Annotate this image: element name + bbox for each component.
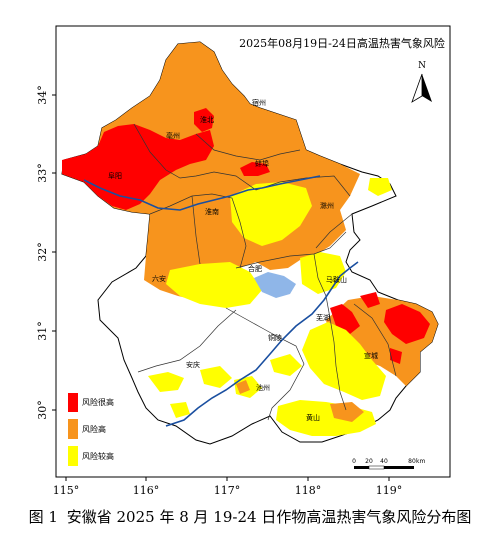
risk-zone-high-huangshan <box>236 380 364 422</box>
risk-zone-very-high-east <box>330 292 430 364</box>
legend-swatch-high <box>68 419 78 439</box>
latitude-axis <box>52 94 56 411</box>
lon-label-115: 115° <box>53 484 80 497</box>
city-label-fuyang: 阜阳 <box>108 171 122 180</box>
svg-text:20: 20 <box>365 458 373 465</box>
lat-label-30: 30° <box>36 400 49 420</box>
city-label-bozhou: 亳州 <box>166 131 180 140</box>
city-label-wuhu: 芜湖 <box>316 313 330 322</box>
svg-text:40: 40 <box>380 458 388 465</box>
risk-zone-elevated-hefei <box>166 262 262 308</box>
figure-number: 图 1 <box>28 508 58 526</box>
legend: 风险很高 风险高 风险较高 <box>68 393 114 466</box>
svg-text:km: km <box>416 458 425 465</box>
chaohu-lake <box>254 272 296 298</box>
huai-river <box>83 175 321 211</box>
lat-label-34: 34° <box>36 85 49 105</box>
lon-label-116: 116° <box>133 484 160 497</box>
city-label-huaibei: 淮北 <box>200 115 214 124</box>
city-label-chuzhou: 滁州 <box>320 201 334 210</box>
scale-bar: 0 20 40 80 km <box>352 458 425 470</box>
lat-label-33: 33° <box>36 163 49 183</box>
risk-zone-very-high-huaibei <box>194 108 214 132</box>
map-title: 2025年08月19日-24日高温热害气象风险 <box>239 36 445 50</box>
legend-swatch-very-high <box>68 393 78 412</box>
city-label-anqing: 安庆 <box>186 360 200 369</box>
legend-swatch-elevated <box>68 446 78 466</box>
city-label-tongling: 铜陵 <box>268 333 282 342</box>
city-label-chizhou: 池州 <box>256 383 270 392</box>
city-label-luan: 六安 <box>152 274 166 283</box>
city-label-huangshan: 黄山 <box>306 413 320 422</box>
svg-text:0: 0 <box>352 458 356 465</box>
city-label-suzhou: 宿州 <box>252 98 266 107</box>
legend-label-very-high: 风险很高 <box>82 397 114 407</box>
lat-label-32: 32° <box>36 242 49 262</box>
svg-text:N: N <box>418 61 426 71</box>
legend-label-high: 风险高 <box>82 424 106 434</box>
figure-caption: 图 1 安徽省 2025 年 8 月 19-24 日作物高温热害气象风险分布图 <box>0 506 500 527</box>
city-label-huainan: 淮南 <box>205 207 219 216</box>
rivers <box>83 175 359 427</box>
figure-caption-text: 安徽省 2025 年 8 月 19-24 日作物高温热害气象风险分布图 <box>66 508 472 526</box>
longitude-axis <box>65 477 390 481</box>
risk-zone-elevated-south-central <box>302 322 386 400</box>
svg-text:80: 80 <box>408 458 416 465</box>
lon-label-117: 117° <box>214 484 241 497</box>
risk-zone-very-high-bengbu <box>240 162 270 176</box>
risk-zone-elevated-northeast <box>368 178 392 196</box>
legend-label-elevated: 风险较高 <box>82 451 114 461</box>
city-label-xuancheng: 宣城 <box>364 351 378 360</box>
yangtze-river <box>165 261 359 427</box>
lon-label-118: 118° <box>295 484 322 497</box>
north-arrow-icon: N <box>411 61 432 103</box>
city-label-bengbu: 蚌埠 <box>255 159 269 168</box>
risk-zone-elevated-anqing <box>148 354 302 418</box>
city-label-maanshan: 马鞍山 <box>326 275 347 284</box>
lat-label-31: 31° <box>36 321 49 341</box>
city-label-hefei: 合肥 <box>248 264 262 273</box>
lon-label-119: 119° <box>376 484 403 497</box>
risk-zone-elevated-central <box>230 182 312 246</box>
